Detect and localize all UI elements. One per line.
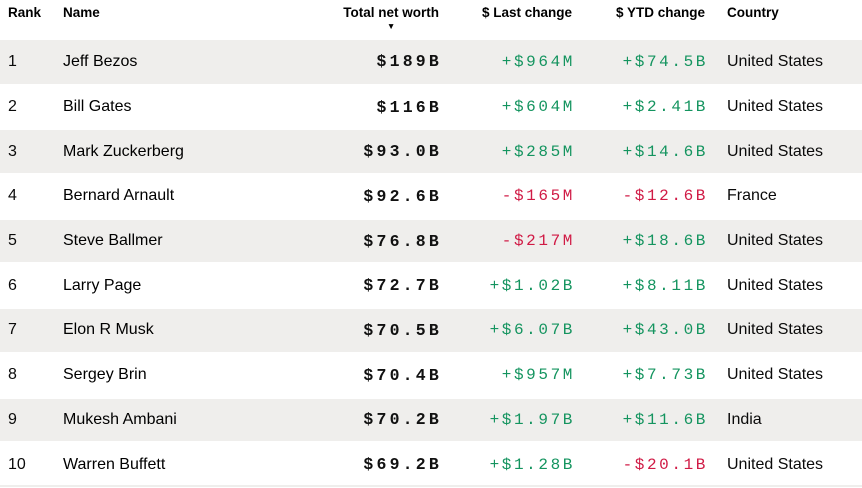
country-cell: United States (706, 352, 862, 399)
name-cell: Mark Zuckerberg (62, 129, 302, 176)
sort-descending-icon: ▼ (386, 21, 396, 31)
last-change-cell: -$217M (440, 218, 573, 265)
header-row: Rank Name Total net worth ▼ $ Last chang… (0, 0, 862, 40)
total-net-worth-cell: $70.4B (302, 352, 440, 399)
ytd-change-cell: -$12.6B (573, 174, 706, 220)
ytd-change-cell: +$11.6B (573, 397, 706, 444)
column-header-rank[interactable]: Rank (8, 5, 42, 20)
name-cell: Elon R Musk (62, 308, 302, 354)
table-row: 3 Mark Zuckerberg $93.0B +$285M +$14.6B … (0, 129, 862, 176)
name-cell: Sergey Brin (62, 352, 302, 399)
last-change-cell: +$6.07B (440, 308, 573, 354)
rank-cell: 3 (0, 129, 62, 176)
country-cell: United States (706, 129, 862, 176)
rank-cell: 6 (0, 263, 62, 310)
last-change-cell: -$165M (440, 174, 573, 220)
table-row: 10 Warren Buffett $69.2B +$1.28B -$20.1B… (0, 442, 862, 488)
total-net-worth-cell: $69.2B (302, 442, 440, 488)
rank-cell: 1 (0, 40, 62, 86)
rank-cell: 8 (0, 352, 62, 399)
name-cell: Steve Ballmer (62, 218, 302, 265)
column-header-name[interactable]: Name (63, 5, 100, 20)
total-net-worth-cell: $70.2B (302, 397, 440, 444)
last-change-cell: +$1.97B (440, 397, 573, 444)
total-net-worth-cell: $189B (302, 40, 440, 86)
total-net-worth-cell: $76.8B (302, 218, 440, 265)
country-cell: United States (706, 40, 862, 86)
table-row: 4 Bernard Arnault $92.6B -$165M -$12.6B … (0, 174, 862, 220)
table-row: 1 Jeff Bezos $189B +$964M +$74.5B United… (0, 40, 862, 86)
next-row-edge (0, 484, 862, 487)
name-cell: Jeff Bezos (62, 40, 302, 86)
country-cell: United States (706, 263, 862, 310)
last-change-cell: +$604M (440, 84, 573, 131)
last-change-cell: +$285M (440, 129, 573, 176)
column-header-total-net-worth-label: Total net worth (343, 5, 439, 20)
country-cell: United States (706, 442, 862, 488)
total-net-worth-cell: $116B (302, 84, 440, 131)
country-cell: United States (706, 84, 862, 131)
last-change-cell: +$1.02B (440, 263, 573, 310)
total-net-worth-cell: $92.6B (302, 174, 440, 220)
ytd-change-cell: -$20.1B (573, 442, 706, 488)
column-header-ytd-change[interactable]: $ YTD change (615, 5, 705, 20)
name-cell: Bill Gates (62, 84, 302, 131)
column-header-last-change[interactable]: $ Last change (481, 5, 572, 20)
ytd-change-cell: +$7.73B (573, 352, 706, 399)
rank-cell: 4 (0, 174, 62, 220)
country-cell: United States (706, 308, 862, 354)
last-change-cell: +$957M (440, 352, 573, 399)
rank-cell: 9 (0, 397, 62, 444)
country-cell: France (706, 174, 862, 220)
table-row: 6 Larry Page $72.7B +$1.02B +$8.11B Unit… (0, 263, 862, 310)
rank-cell: 2 (0, 84, 62, 131)
total-net-worth-cell: $70.5B (302, 308, 440, 354)
total-net-worth-cell: $93.0B (302, 129, 440, 176)
last-change-cell: +$1.28B (440, 442, 573, 488)
ytd-change-cell: +$43.0B (573, 308, 706, 354)
table-row: 9 Mukesh Ambani $70.2B +$1.97B +$11.6B I… (0, 397, 862, 444)
sorted-column-wrap: Total net worth ▼ (343, 5, 439, 31)
country-cell: United States (706, 218, 862, 265)
name-cell: Mukesh Ambani (62, 397, 302, 444)
table-header: Rank Name Total net worth ▼ $ Last chang… (0, 0, 862, 40)
country-cell: India (706, 397, 862, 444)
name-cell: Larry Page (62, 263, 302, 310)
table-row: 2 Bill Gates $116B +$604M +$2.41B United… (0, 84, 862, 131)
name-cell: Warren Buffett (62, 442, 302, 488)
ytd-change-cell: +$18.6B (573, 218, 706, 265)
ytd-change-cell: +$14.6B (573, 129, 706, 176)
table-row: 7 Elon R Musk $70.5B +$6.07B +$43.0B Uni… (0, 308, 862, 354)
column-header-total-net-worth[interactable]: Total net worth ▼ (302, 0, 440, 40)
rank-cell: 10 (0, 442, 62, 488)
total-net-worth-cell: $72.7B (302, 263, 440, 310)
ytd-change-cell: +$2.41B (573, 84, 706, 131)
column-header-country[interactable]: Country (727, 5, 779, 20)
rank-cell: 5 (0, 218, 62, 265)
table-row: 8 Sergey Brin $70.4B +$957M +$7.73B Unit… (0, 352, 862, 399)
ytd-change-cell: +$74.5B (573, 40, 706, 86)
rank-cell: 7 (0, 308, 62, 354)
name-cell: Bernard Arnault (62, 174, 302, 220)
last-change-cell: +$964M (440, 40, 573, 86)
table-row: 5 Steve Ballmer $76.8B -$217M +$18.6B Un… (0, 218, 862, 265)
table-body: 1 Jeff Bezos $189B +$964M +$74.5B United… (0, 40, 862, 488)
ytd-change-cell: +$8.11B (573, 263, 706, 310)
